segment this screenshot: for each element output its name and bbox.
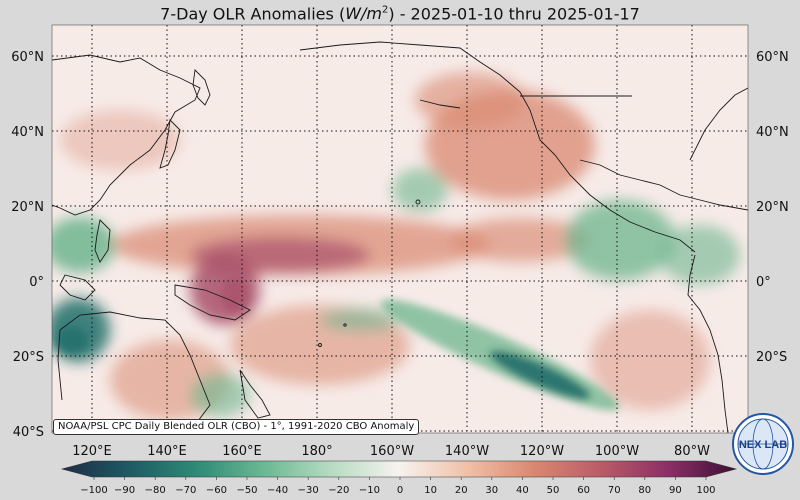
title-unit-base: W/m: [345, 4, 382, 24]
nexlab-logo: NEX LAB: [732, 413, 794, 475]
lon-labels-bottom: 120°E 140°E 160°E 180° 160°W 140°W 120°W 100°W 8…: [72, 444, 710, 459]
anomaly-field-detail: [56, 277, 619, 411]
coast-aleutians: [419, 99, 461, 109]
colorbar-tick-label: −60: [206, 485, 227, 496]
colorbar-tick-label: 10: [424, 485, 437, 496]
lat-label-right: 20°S: [756, 350, 787, 365]
colorbar-tick-label: 70: [608, 485, 621, 496]
lon-label: 100°W: [595, 444, 639, 459]
lat-label-right: 40°N: [756, 125, 789, 140]
anomaly-negative-hawaii: [392, 168, 448, 212]
data-credit: NOAA/PSL CPC Daily Blended OLR (CBO) - 1…: [53, 419, 420, 435]
coast-borneo: [59, 274, 96, 301]
colorbar-tick-label: −40: [267, 485, 288, 496]
lon-label: 140°W: [445, 444, 489, 459]
coast-north-america-east: [689, 87, 748, 161]
colorbar-tick-label: −100: [80, 485, 107, 496]
title-unit-exp: 2: [381, 5, 389, 16]
colorbar: −100 −90 −80 −70 −60 −50 −40 −30 −20 −10 0 10 20 30 40…: [60, 460, 738, 496]
title-suffix: ) - 2025-01-10 thru 2025-01-17: [388, 4, 640, 24]
lat-label-left: 60°N: [11, 50, 44, 65]
colorbar-tick-label: 80: [638, 485, 651, 496]
colorbar-tick-label: 100: [696, 485, 715, 496]
colorbar-tick-label: −10: [359, 485, 380, 496]
anomaly-negative-philippines: [52, 217, 115, 273]
colorbar-tick-label: 40: [516, 485, 529, 496]
coast-new-zealand: [239, 369, 271, 419]
coast-gulf: [579, 159, 748, 211]
lon-label: 120°W: [520, 444, 564, 459]
anomaly-positive-asia: [60, 110, 180, 170]
coast-fiji: [318, 343, 322, 347]
anomaly-negative-central-america: [565, 200, 675, 280]
lon-label: 120°E: [72, 444, 112, 459]
anomaly-negative-se-australia: [190, 373, 250, 417]
anomaly-positive-gulf-alaska: [415, 72, 525, 128]
lat-label-left: 40°S: [13, 425, 44, 440]
colorbar-bar: [60, 460, 738, 478]
lat-label-left: 20°N: [11, 200, 44, 215]
colorbar-tick-label: −30: [298, 485, 319, 496]
title-unit: W/m2: [345, 4, 388, 23]
coast-south-america-west: [687, 254, 729, 433]
coast-kamchatka: [192, 69, 211, 106]
colorbar-tick-label: 60: [577, 485, 590, 496]
colorbar-tick-label: −70: [175, 485, 196, 496]
lat-label-right: 20°N: [756, 200, 789, 215]
lat-label-left: 40°N: [11, 125, 44, 140]
colorbar-tick-label: 30: [485, 485, 498, 496]
lon-label: 140°E: [147, 444, 187, 459]
lon-label: 180°: [301, 444, 332, 459]
lat-labels-left: 60°N 40°N 20°N 0° 20°S 40°S: [11, 50, 44, 440]
colorbar-ticks: −100 −90 −80 −70 −60 −50 −40 −30 −20 −10 0 10 20 30 40…: [80, 477, 716, 496]
lat-label-right: 60°N: [756, 50, 789, 65]
colorbar-tick-label: 50: [547, 485, 560, 496]
colorbar-tick-label: −90: [114, 485, 135, 496]
anomaly-positive-south-america: [590, 310, 710, 410]
coast-north-america-west: [299, 41, 696, 253]
anomaly-negative-spcz-core: [489, 350, 591, 400]
colorbar-tick-label: 20: [455, 485, 468, 496]
anomaly-negative-tropic-band: [320, 308, 400, 332]
map-title: 7-Day OLR Anomalies (W/m2) - 2025-01-10 …: [0, 0, 800, 24]
svg-text:NEX LAB: NEX LAB: [739, 439, 787, 451]
lon-label: 160°E: [222, 444, 262, 459]
lat-label-right: 0°: [756, 275, 771, 290]
colorbar-tick-label: −20: [328, 485, 349, 496]
colorbar-tick-label: −50: [236, 485, 257, 496]
coast-australia: [57, 311, 211, 433]
map-area: [52, 25, 748, 433]
anomaly-field: [52, 72, 740, 420]
title-prefix: 7-Day OLR Anomalies (: [160, 4, 346, 24]
lon-label: 80°W: [674, 444, 710, 459]
lat-labels-right: 60°N 40°N 20°N 0° 20°S: [756, 50, 789, 365]
anomaly-negative-nw-australia-core: [56, 326, 88, 354]
coast-new-guinea: [174, 284, 251, 321]
lon-label: 160°W: [370, 444, 414, 459]
colorbar-tick-label: −80: [145, 485, 166, 496]
coast-samoa: [343, 323, 347, 327]
anomaly-positive-east-equator: [450, 218, 590, 262]
anomaly-negative-colombia: [660, 225, 740, 285]
coast-philippines: [94, 219, 111, 263]
colorbar-tick-label: 0: [397, 485, 403, 496]
coast-hawaii: [415, 199, 421, 205]
lat-label-left: 20°S: [13, 350, 44, 365]
colorbar-tick-label: 90: [669, 485, 682, 496]
lat-label-left: 0°: [29, 275, 44, 290]
